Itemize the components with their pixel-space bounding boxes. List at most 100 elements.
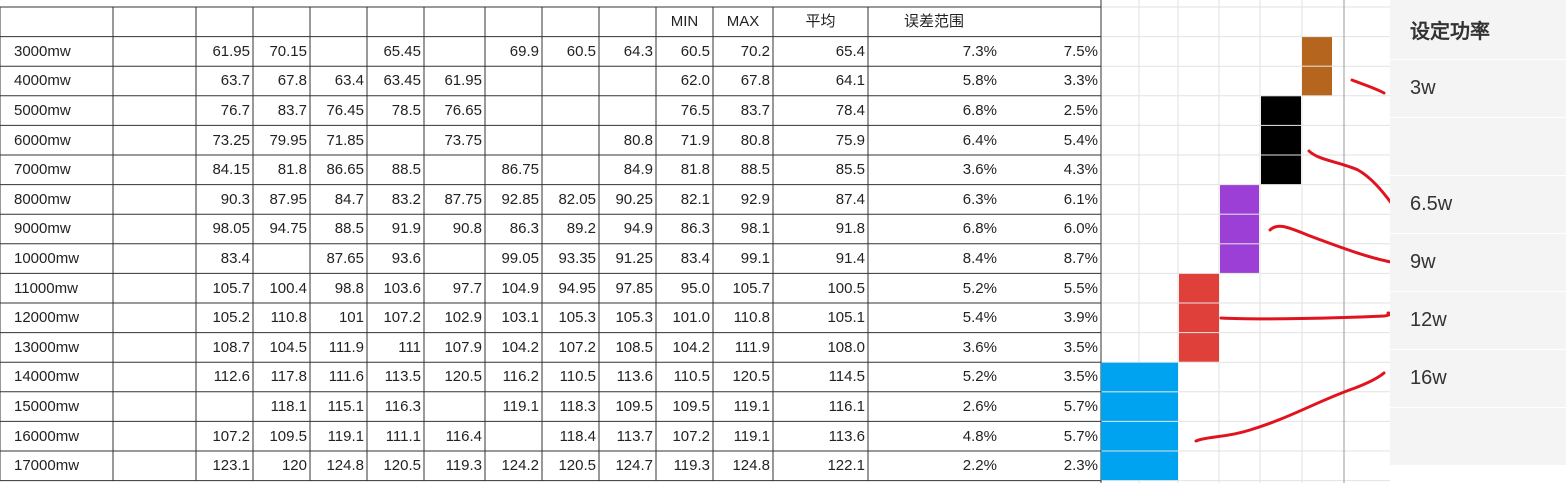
table-cell[interactable]: 110.8 xyxy=(270,309,307,327)
row-label-cell[interactable]: 17000mw xyxy=(14,457,80,475)
table-cell[interactable]: 83.4 xyxy=(220,250,250,268)
table-cell[interactable]: 116.4 xyxy=(445,427,482,445)
table-cell[interactable]: 119.3 xyxy=(445,457,482,475)
table-cell[interactable]: 119.1 xyxy=(733,398,770,416)
power-item-12w[interactable]: 12w xyxy=(1390,292,1566,350)
table-cell[interactable]: 4.8% xyxy=(962,427,997,445)
table-cell[interactable]: 120.5 xyxy=(383,457,421,475)
table-cell[interactable]: 108.0 xyxy=(827,338,865,356)
table-cell[interactable]: 84.7 xyxy=(334,190,364,208)
table-cell[interactable]: 111.1 xyxy=(385,427,421,445)
table-cell[interactable]: 65.4 xyxy=(835,42,865,60)
table-cell[interactable]: 4.3% xyxy=(1063,161,1098,179)
table-cell[interactable]: 124.2 xyxy=(501,457,539,475)
table-cell[interactable]: 86.3 xyxy=(680,220,710,238)
table-cell[interactable]: 64.3 xyxy=(623,42,653,60)
table-cell[interactable]: 105.7 xyxy=(732,279,770,297)
header-cell[interactable]: MAX xyxy=(726,13,760,31)
row-label-cell[interactable]: 13000mw xyxy=(14,338,80,356)
table-cell[interactable]: 110.8 xyxy=(733,309,770,327)
table-cell[interactable]: 105.3 xyxy=(558,309,596,327)
table-cell[interactable]: 75.9 xyxy=(835,131,865,149)
table-cell[interactable]: 91.25 xyxy=(615,250,653,268)
table-cell[interactable]: 64.1 xyxy=(835,72,865,90)
table-cell[interactable]: 76.45 xyxy=(326,102,364,120)
table-cell[interactable]: 6.1% xyxy=(1063,190,1098,208)
table-cell[interactable]: 83.7 xyxy=(277,102,307,120)
row-label-cell[interactable]: 3000mw xyxy=(14,42,71,60)
table-cell[interactable]: 5.7% xyxy=(1063,398,1098,416)
table-cell[interactable]: 86.3 xyxy=(509,220,539,238)
table-cell[interactable]: 3.3% xyxy=(1063,72,1098,90)
table-cell[interactable]: 95.0 xyxy=(680,279,710,297)
table-cell[interactable]: 87.4 xyxy=(835,190,865,208)
table-cell[interactable]: 111.9 xyxy=(328,338,364,356)
header-cell[interactable]: MIN xyxy=(670,13,699,31)
table-cell[interactable]: 71.85 xyxy=(326,131,364,149)
row-label-cell[interactable]: 15000mw xyxy=(14,398,80,416)
table-cell[interactable]: 120.5 xyxy=(444,368,482,386)
table-cell[interactable]: 107.2 xyxy=(558,338,596,356)
table-cell[interactable]: 109.5 xyxy=(672,398,710,416)
row-label-cell[interactable]: 6000mw xyxy=(14,131,71,149)
table-cell[interactable]: 81.8 xyxy=(680,161,710,179)
table-cell[interactable]: 112.6 xyxy=(213,368,250,386)
table-cell[interactable]: 63.45 xyxy=(383,72,421,90)
table-cell[interactable]: 120 xyxy=(281,457,307,475)
table-cell[interactable]: 93.35 xyxy=(558,250,596,268)
table-cell[interactable]: 70.15 xyxy=(269,42,307,60)
table-cell[interactable]: 86.65 xyxy=(326,161,364,179)
table-cell[interactable]: 80.8 xyxy=(623,131,653,149)
table-cell[interactable]: 6.8% xyxy=(962,102,997,120)
power-item-16w[interactable]: 16w xyxy=(1390,350,1566,408)
table-cell[interactable]: 107.2 xyxy=(383,309,421,327)
table-cell[interactable]: 113.6 xyxy=(828,427,865,445)
table-cell[interactable]: 92.9 xyxy=(740,190,770,208)
table-cell[interactable]: 97.7 xyxy=(452,279,482,297)
power-item-empty[interactable] xyxy=(1390,118,1566,176)
table-cell[interactable]: 88.5 xyxy=(334,220,364,238)
table-cell[interactable]: 115.1 xyxy=(327,398,364,416)
table-cell[interactable]: 98.05 xyxy=(212,220,250,238)
table-cell[interactable]: 107.2 xyxy=(672,427,710,445)
table-cell[interactable]: 73.75 xyxy=(444,131,482,149)
power-item-empty-2[interactable] xyxy=(1390,408,1566,466)
table-cell[interactable]: 2.6% xyxy=(962,398,997,416)
table-cell[interactable]: 111.9 xyxy=(734,338,770,356)
table-cell[interactable]: 63.4 xyxy=(334,72,364,90)
table-cell[interactable]: 79.95 xyxy=(269,131,307,149)
table-cell[interactable]: 83.4 xyxy=(680,250,710,268)
table-cell[interactable]: 91.9 xyxy=(391,220,421,238)
table-cell[interactable]: 70.2 xyxy=(740,42,770,60)
power-item-3w[interactable]: 3w xyxy=(1390,60,1566,118)
table-cell[interactable]: 89.2 xyxy=(566,220,596,238)
table-cell[interactable]: 62.0 xyxy=(680,72,710,90)
power-item-9w[interactable]: 9w xyxy=(1390,234,1566,292)
table-cell[interactable]: 113.7 xyxy=(616,427,653,445)
table-cell[interactable]: 102.9 xyxy=(444,309,482,327)
table-cell[interactable]: 83.7 xyxy=(740,102,770,120)
table-cell[interactable]: 116.2 xyxy=(502,368,539,386)
table-cell[interactable]: 104.9 xyxy=(501,279,539,297)
table-cell[interactable]: 76.65 xyxy=(444,102,482,120)
table-cell[interactable]: 109.5 xyxy=(615,398,653,416)
table-cell[interactable]: 116.1 xyxy=(828,398,865,416)
table-cell[interactable]: 5.2% xyxy=(962,279,997,297)
table-cell[interactable]: 2.5% xyxy=(1063,102,1098,120)
table-cell[interactable]: 108.5 xyxy=(615,338,653,356)
row-label-cell[interactable]: 9000mw xyxy=(14,220,71,238)
table-cell[interactable]: 5.2% xyxy=(962,368,997,386)
table-cell[interactable]: 60.5 xyxy=(566,42,596,60)
table-cell[interactable]: 67.8 xyxy=(740,72,770,90)
table-cell[interactable]: 69.9 xyxy=(509,42,539,60)
table-cell[interactable]: 65.45 xyxy=(383,42,421,60)
table-cell[interactable]: 5.7% xyxy=(1063,427,1098,445)
table-cell[interactable]: 5.4% xyxy=(962,309,997,327)
row-label-cell[interactable]: 14000mw xyxy=(14,368,80,386)
row-label-cell[interactable]: 4000mw xyxy=(14,72,71,90)
table-cell[interactable]: 90.3 xyxy=(220,190,250,208)
row-label-cell[interactable]: 11000mw xyxy=(14,279,78,297)
table-cell[interactable]: 85.5 xyxy=(835,161,865,179)
table-cell[interactable]: 92.85 xyxy=(501,190,539,208)
